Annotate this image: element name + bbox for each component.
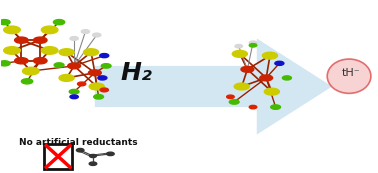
Circle shape xyxy=(94,95,104,99)
Circle shape xyxy=(41,26,58,34)
Circle shape xyxy=(34,58,47,64)
Bar xyxy=(44,144,72,169)
Ellipse shape xyxy=(327,59,371,93)
Circle shape xyxy=(88,70,101,76)
Circle shape xyxy=(23,67,39,75)
Circle shape xyxy=(107,152,114,156)
Circle shape xyxy=(59,75,74,81)
Circle shape xyxy=(54,63,64,67)
Circle shape xyxy=(249,41,257,44)
Circle shape xyxy=(89,162,97,165)
Circle shape xyxy=(0,61,10,66)
Circle shape xyxy=(275,61,284,65)
Circle shape xyxy=(264,88,279,95)
Circle shape xyxy=(249,105,257,109)
Circle shape xyxy=(15,37,28,43)
Circle shape xyxy=(76,148,84,152)
Circle shape xyxy=(70,95,78,99)
Circle shape xyxy=(15,58,28,64)
Circle shape xyxy=(68,63,81,69)
Circle shape xyxy=(53,20,65,25)
Circle shape xyxy=(93,33,101,37)
Circle shape xyxy=(271,105,280,109)
Circle shape xyxy=(81,30,90,33)
Circle shape xyxy=(101,64,111,68)
Circle shape xyxy=(232,51,247,57)
Text: H₂: H₂ xyxy=(120,61,152,85)
Circle shape xyxy=(22,79,33,84)
Circle shape xyxy=(229,100,239,104)
Circle shape xyxy=(41,47,58,54)
Circle shape xyxy=(0,20,10,25)
Circle shape xyxy=(262,52,277,59)
Circle shape xyxy=(89,83,104,90)
Circle shape xyxy=(234,83,249,90)
Circle shape xyxy=(98,76,107,80)
Text: tH⁻: tH⁻ xyxy=(342,68,360,78)
Text: No artificial reductants: No artificial reductants xyxy=(19,138,137,147)
Circle shape xyxy=(59,49,74,56)
Circle shape xyxy=(34,37,47,43)
Circle shape xyxy=(100,54,109,58)
Circle shape xyxy=(70,37,78,40)
Circle shape xyxy=(77,82,86,86)
Circle shape xyxy=(235,44,242,48)
Polygon shape xyxy=(95,38,332,135)
Circle shape xyxy=(69,89,79,94)
Circle shape xyxy=(4,47,20,54)
Circle shape xyxy=(4,26,20,34)
Circle shape xyxy=(241,66,254,72)
Circle shape xyxy=(84,49,99,56)
Circle shape xyxy=(282,76,291,80)
Circle shape xyxy=(260,75,273,81)
Circle shape xyxy=(249,44,257,47)
Circle shape xyxy=(100,88,108,92)
Circle shape xyxy=(227,95,234,98)
Circle shape xyxy=(90,154,96,158)
